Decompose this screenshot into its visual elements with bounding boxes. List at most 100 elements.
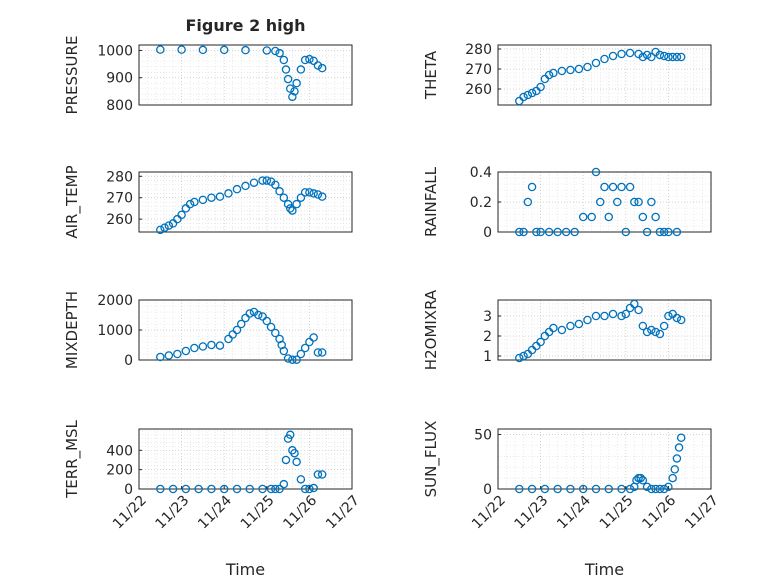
data-point xyxy=(283,354,293,363)
data-point xyxy=(617,49,626,59)
data-point xyxy=(600,311,609,321)
y-axis-label: RAINFALL xyxy=(422,166,440,237)
y-tick-label: 0 xyxy=(124,353,133,369)
data-point xyxy=(536,337,545,347)
data-point xyxy=(630,197,639,207)
panel-air_temp: 260 270 280 AIR_TEMP xyxy=(63,165,353,239)
data-point xyxy=(664,311,673,321)
data-point xyxy=(549,68,558,78)
data-point xyxy=(578,484,588,494)
data-point xyxy=(642,482,652,492)
x-tick-label: 11/27 xyxy=(682,493,722,533)
data-point xyxy=(536,82,545,92)
panel-mixdepth: 0 1000 2000 MIXDEPTH xyxy=(63,291,353,369)
data-point xyxy=(659,321,669,331)
data-point xyxy=(271,484,280,494)
data-point xyxy=(591,58,601,68)
data-point xyxy=(292,355,301,364)
data-point xyxy=(317,192,327,201)
y-tick-label: 0.2 xyxy=(470,195,492,211)
data-point xyxy=(285,430,295,440)
data-point xyxy=(574,319,584,329)
data-point xyxy=(608,182,618,192)
data-point xyxy=(651,484,660,494)
data-point xyxy=(659,484,669,494)
data-point xyxy=(540,484,550,494)
data-point xyxy=(271,180,280,190)
x-tick-label: 11/23 xyxy=(512,493,552,533)
data-point xyxy=(258,312,267,321)
data-point xyxy=(647,325,656,335)
data-point xyxy=(638,476,648,485)
data-point xyxy=(190,343,199,353)
data-point xyxy=(296,349,306,359)
data-point xyxy=(617,182,626,192)
data-point xyxy=(219,484,229,494)
data-point xyxy=(207,193,216,202)
data-point xyxy=(300,188,310,197)
data-point xyxy=(275,187,284,196)
data-point xyxy=(168,219,178,228)
data-point xyxy=(523,90,533,100)
data-point xyxy=(553,484,562,494)
data-point xyxy=(591,167,601,177)
data-point xyxy=(672,313,682,323)
x-axis-label: Time xyxy=(225,560,265,579)
data-point xyxy=(651,212,660,222)
data-point xyxy=(224,334,233,344)
data-point xyxy=(279,55,289,65)
data-point xyxy=(583,62,592,72)
data-point xyxy=(515,484,524,494)
data-point xyxy=(600,54,609,64)
y-tick-label: 1000 xyxy=(97,43,133,59)
panel-terr_msl: 0 200 400 TERR_MSL 11/22 11/23 11/24 11/25 11/26… xyxy=(63,419,363,579)
data-point xyxy=(300,55,310,65)
data-point xyxy=(532,86,541,96)
x-tick-label: 11/25 xyxy=(238,493,278,533)
data-point xyxy=(634,305,643,315)
data-point xyxy=(591,484,601,494)
data-point xyxy=(254,310,263,320)
data-point xyxy=(515,227,524,237)
data-point xyxy=(177,210,186,220)
data-point xyxy=(290,448,299,458)
data-point xyxy=(173,349,182,359)
data-point xyxy=(232,325,242,335)
data-point xyxy=(190,197,199,207)
data-point xyxy=(156,45,165,54)
x-tick-label: 11/24 xyxy=(195,492,235,532)
data-point xyxy=(676,433,686,442)
y-tick-label: 0 xyxy=(124,482,133,498)
y-tick-label: 200 xyxy=(106,463,133,479)
data-point xyxy=(241,45,250,55)
data-point xyxy=(557,66,567,76)
data-point xyxy=(236,319,246,329)
data-point xyxy=(527,484,537,494)
axes-box xyxy=(497,428,712,490)
data-point xyxy=(668,473,677,483)
data-point xyxy=(638,212,648,222)
data-point xyxy=(275,48,284,58)
data-point xyxy=(672,227,682,237)
data-point xyxy=(279,346,289,356)
data-point xyxy=(608,309,618,319)
data-point xyxy=(638,52,648,62)
data-point xyxy=(305,188,314,197)
y-axis-label: MIXDEPTH xyxy=(63,291,81,369)
data-point xyxy=(625,48,635,58)
data-point xyxy=(313,348,323,357)
data-point xyxy=(245,309,255,318)
data-point xyxy=(168,484,178,494)
axes-box xyxy=(497,171,712,233)
data-point xyxy=(262,316,272,326)
data-point xyxy=(309,333,318,342)
x-tick-label: 11/23 xyxy=(153,493,193,533)
data-point xyxy=(634,197,643,207)
data-point xyxy=(173,214,182,224)
data-point xyxy=(668,52,677,62)
data-point xyxy=(659,51,669,61)
data-point xyxy=(164,221,174,230)
data-point xyxy=(544,70,554,80)
panel-h2omixra: 1 2 3 H2OMIXRA xyxy=(422,289,712,370)
